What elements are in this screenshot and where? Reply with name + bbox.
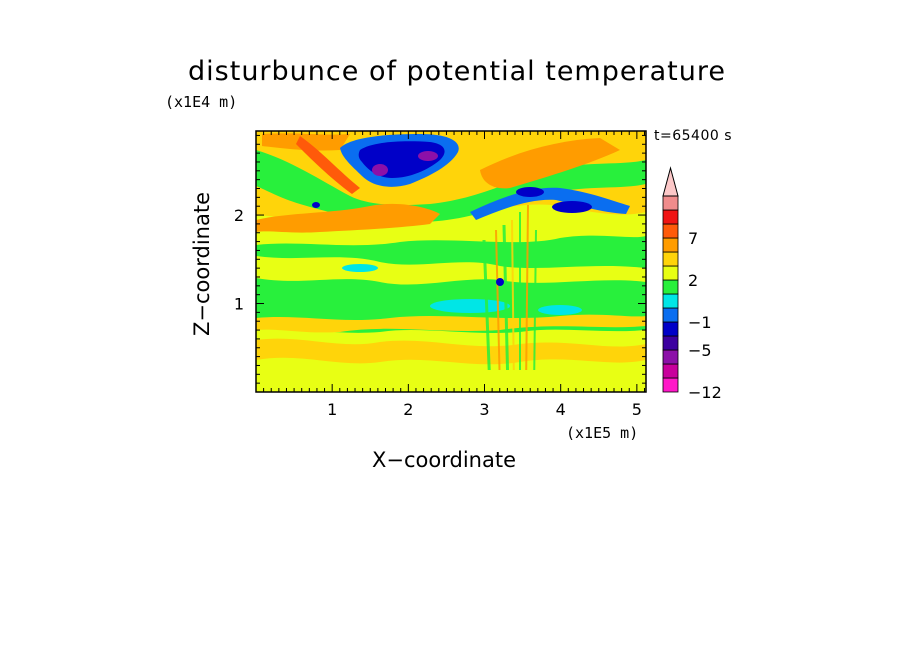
colorbar: −12−5−127 (662, 166, 722, 402)
field-right-blue-arc (470, 187, 630, 220)
colorbar-extension (662, 166, 679, 197)
colorbar-bin (662, 265, 679, 281)
colorbar-bin (662, 237, 679, 253)
field-orange-streak (256, 314, 646, 333)
colorbar-label: −1 (688, 313, 712, 332)
colorbar-bin (662, 195, 679, 211)
field-orange-upper-right (480, 138, 620, 189)
colorbar-bin (662, 363, 679, 379)
colorbar-label: 7 (688, 229, 698, 248)
colorbar-bin (662, 307, 679, 323)
x-tick-label: 1 (327, 400, 337, 419)
chart-title: disturbunce of potential temperature (188, 56, 726, 87)
field-cyan-1 (430, 299, 510, 313)
colorbar-bin (662, 251, 679, 267)
field-right-darkblue (552, 201, 592, 213)
field-upper-green (256, 150, 646, 223)
minor-ticks (256, 131, 646, 392)
y-axis-unit: (x1E4 m) (165, 93, 238, 111)
time-label: t=65400 s (654, 128, 732, 144)
field-cold-purple-2 (418, 151, 438, 161)
colorbar-bin (662, 279, 679, 295)
plot-frame (255, 130, 647, 393)
field-orange-ridge (256, 203, 440, 233)
field-right-darkblue-2 (516, 187, 544, 197)
x-tick-label: 2 (403, 400, 413, 419)
field-dot-blue (496, 278, 504, 286)
colorbar-bin (662, 223, 679, 239)
x-axis-label: X−coordinate (372, 448, 516, 472)
colorbar-bin (662, 349, 679, 365)
field-red-streak (296, 136, 360, 194)
y-tick-label: 2 (234, 206, 244, 225)
y-ticks: 12 (234, 206, 244, 313)
colorbar-bin (662, 293, 679, 309)
field-yellow-streak (256, 256, 646, 285)
colorbar-label: 2 (688, 271, 698, 290)
field-lower-orange (256, 338, 646, 365)
field-dot-blue-2 (312, 202, 320, 208)
x-tick-label: 4 (556, 400, 566, 419)
y-tick-label: 1 (234, 295, 244, 314)
field-cold-purple-1 (372, 164, 388, 176)
colorbar-label: −12 (688, 383, 722, 402)
x-axis-unit: (x1E5 m) (566, 424, 639, 442)
colorbar-bin (662, 335, 679, 351)
field-vertical-streaks (482, 204, 537, 391)
colorbar-bin (662, 321, 679, 337)
x-tick-label: 5 (632, 400, 642, 419)
contour-field (256, 131, 646, 392)
field-cyan-2 (538, 305, 582, 315)
x-ticks: 1 2 3 4 5 (327, 400, 642, 419)
x-tick-label: 3 (479, 400, 489, 419)
colorbar-bin (662, 209, 679, 225)
field-cyan-3 (342, 264, 378, 272)
colorbar-label: −5 (688, 341, 712, 360)
field-bottom-yellow (256, 370, 646, 392)
colorbar-bin (662, 377, 679, 393)
